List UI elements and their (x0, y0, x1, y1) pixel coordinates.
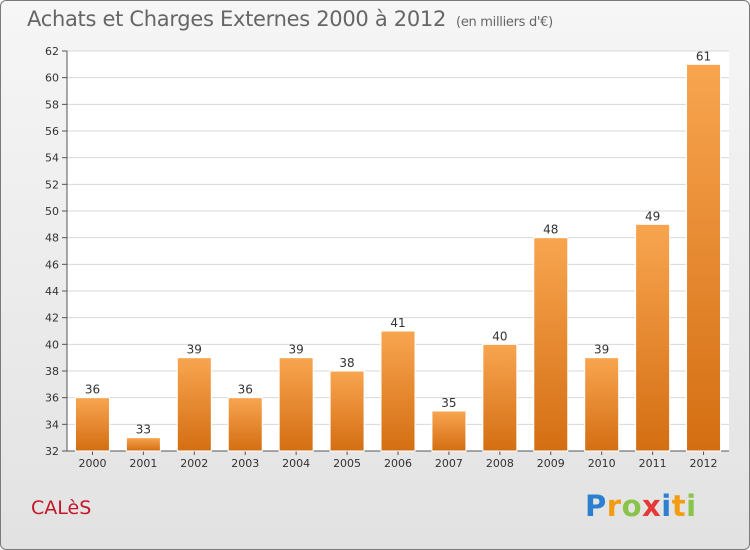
bar-2009 (533, 237, 569, 452)
x-tick-label: 2006 (384, 457, 412, 470)
x-tick-label: 2010 (588, 457, 616, 470)
data-label-2011: 49 (645, 209, 660, 223)
y-tick-label: 36 (45, 392, 59, 405)
data-label-2009: 48 (543, 223, 558, 237)
logo-letter: x (642, 489, 662, 523)
proxiti-logo: Proxiti (585, 489, 697, 523)
bar-2008 (482, 343, 518, 452)
x-tick-label: 2003 (231, 457, 259, 470)
x-tick-label: 2008 (486, 457, 514, 470)
bar-2005 (329, 370, 365, 452)
y-tick-label: 52 (45, 178, 59, 191)
x-tick-label: 2009 (537, 457, 565, 470)
data-label-2001: 33 (136, 423, 151, 437)
x-tick-label: 2012 (690, 457, 718, 470)
logo-letter: o (621, 489, 643, 523)
bar-2012 (686, 63, 722, 452)
y-tick-label: 62 (45, 45, 59, 58)
y-tick-label: 58 (45, 98, 59, 111)
chart-title-text: Achats et Charges Externes 2000 à 2012 (27, 7, 447, 31)
data-label-2006: 41 (390, 316, 405, 330)
data-label-2012: 61 (696, 49, 711, 63)
y-tick-label: 44 (45, 285, 59, 298)
bar-2006 (380, 330, 416, 452)
data-label-2002: 39 (187, 343, 202, 357)
data-label-2004: 39 (289, 343, 304, 357)
x-tick-label: 2007 (435, 457, 463, 470)
data-label-2003: 36 (238, 383, 253, 397)
y-tick-label: 50 (45, 205, 59, 218)
x-tick-label: 2001 (129, 457, 157, 470)
x-tick-label: 2002 (180, 457, 208, 470)
y-tick-label: 42 (45, 312, 59, 325)
data-label-2000: 36 (85, 383, 100, 397)
x-tick-label: 2004 (282, 457, 310, 470)
x-tick-label: 2005 (333, 457, 361, 470)
y-tick-label: 40 (45, 338, 59, 351)
chart-title: Achats et Charges Externes 2000 à 2012 (e… (27, 7, 553, 31)
logo-letter: i (661, 489, 672, 523)
bar-2011 (635, 223, 671, 452)
bar-2002 (176, 357, 212, 452)
bar-2000 (74, 397, 110, 452)
bar-2001 (125, 437, 161, 452)
bar-2004 (278, 357, 314, 452)
y-tick-label: 38 (45, 365, 59, 378)
y-tick-label: 60 (45, 72, 59, 85)
data-label-2007: 35 (441, 396, 456, 410)
y-tick-label: 56 (45, 125, 59, 138)
y-tick-label: 46 (45, 258, 59, 271)
bar-2003 (227, 397, 263, 452)
data-label-2008: 40 (492, 329, 507, 343)
data-label-2005: 38 (339, 356, 354, 370)
commune-name: CALèS (31, 497, 92, 519)
chart-subtitle: (en milliers d'€) (456, 15, 553, 30)
y-tick-label: 32 (45, 445, 59, 458)
x-tick-label: 2000 (78, 457, 106, 470)
bar-2007 (431, 410, 467, 452)
data-label-2010: 39 (594, 343, 609, 357)
logo-letter: i (686, 489, 697, 523)
y-tick-label: 54 (45, 152, 59, 165)
y-tick-label: 48 (45, 232, 59, 245)
logo-letter: t (671, 489, 687, 523)
logo-letter: P (585, 489, 607, 523)
bar-2010 (584, 357, 620, 452)
y-tick-label: 34 (45, 418, 59, 431)
x-tick-label: 2011 (639, 457, 667, 470)
logo-letter: r (606, 489, 622, 523)
